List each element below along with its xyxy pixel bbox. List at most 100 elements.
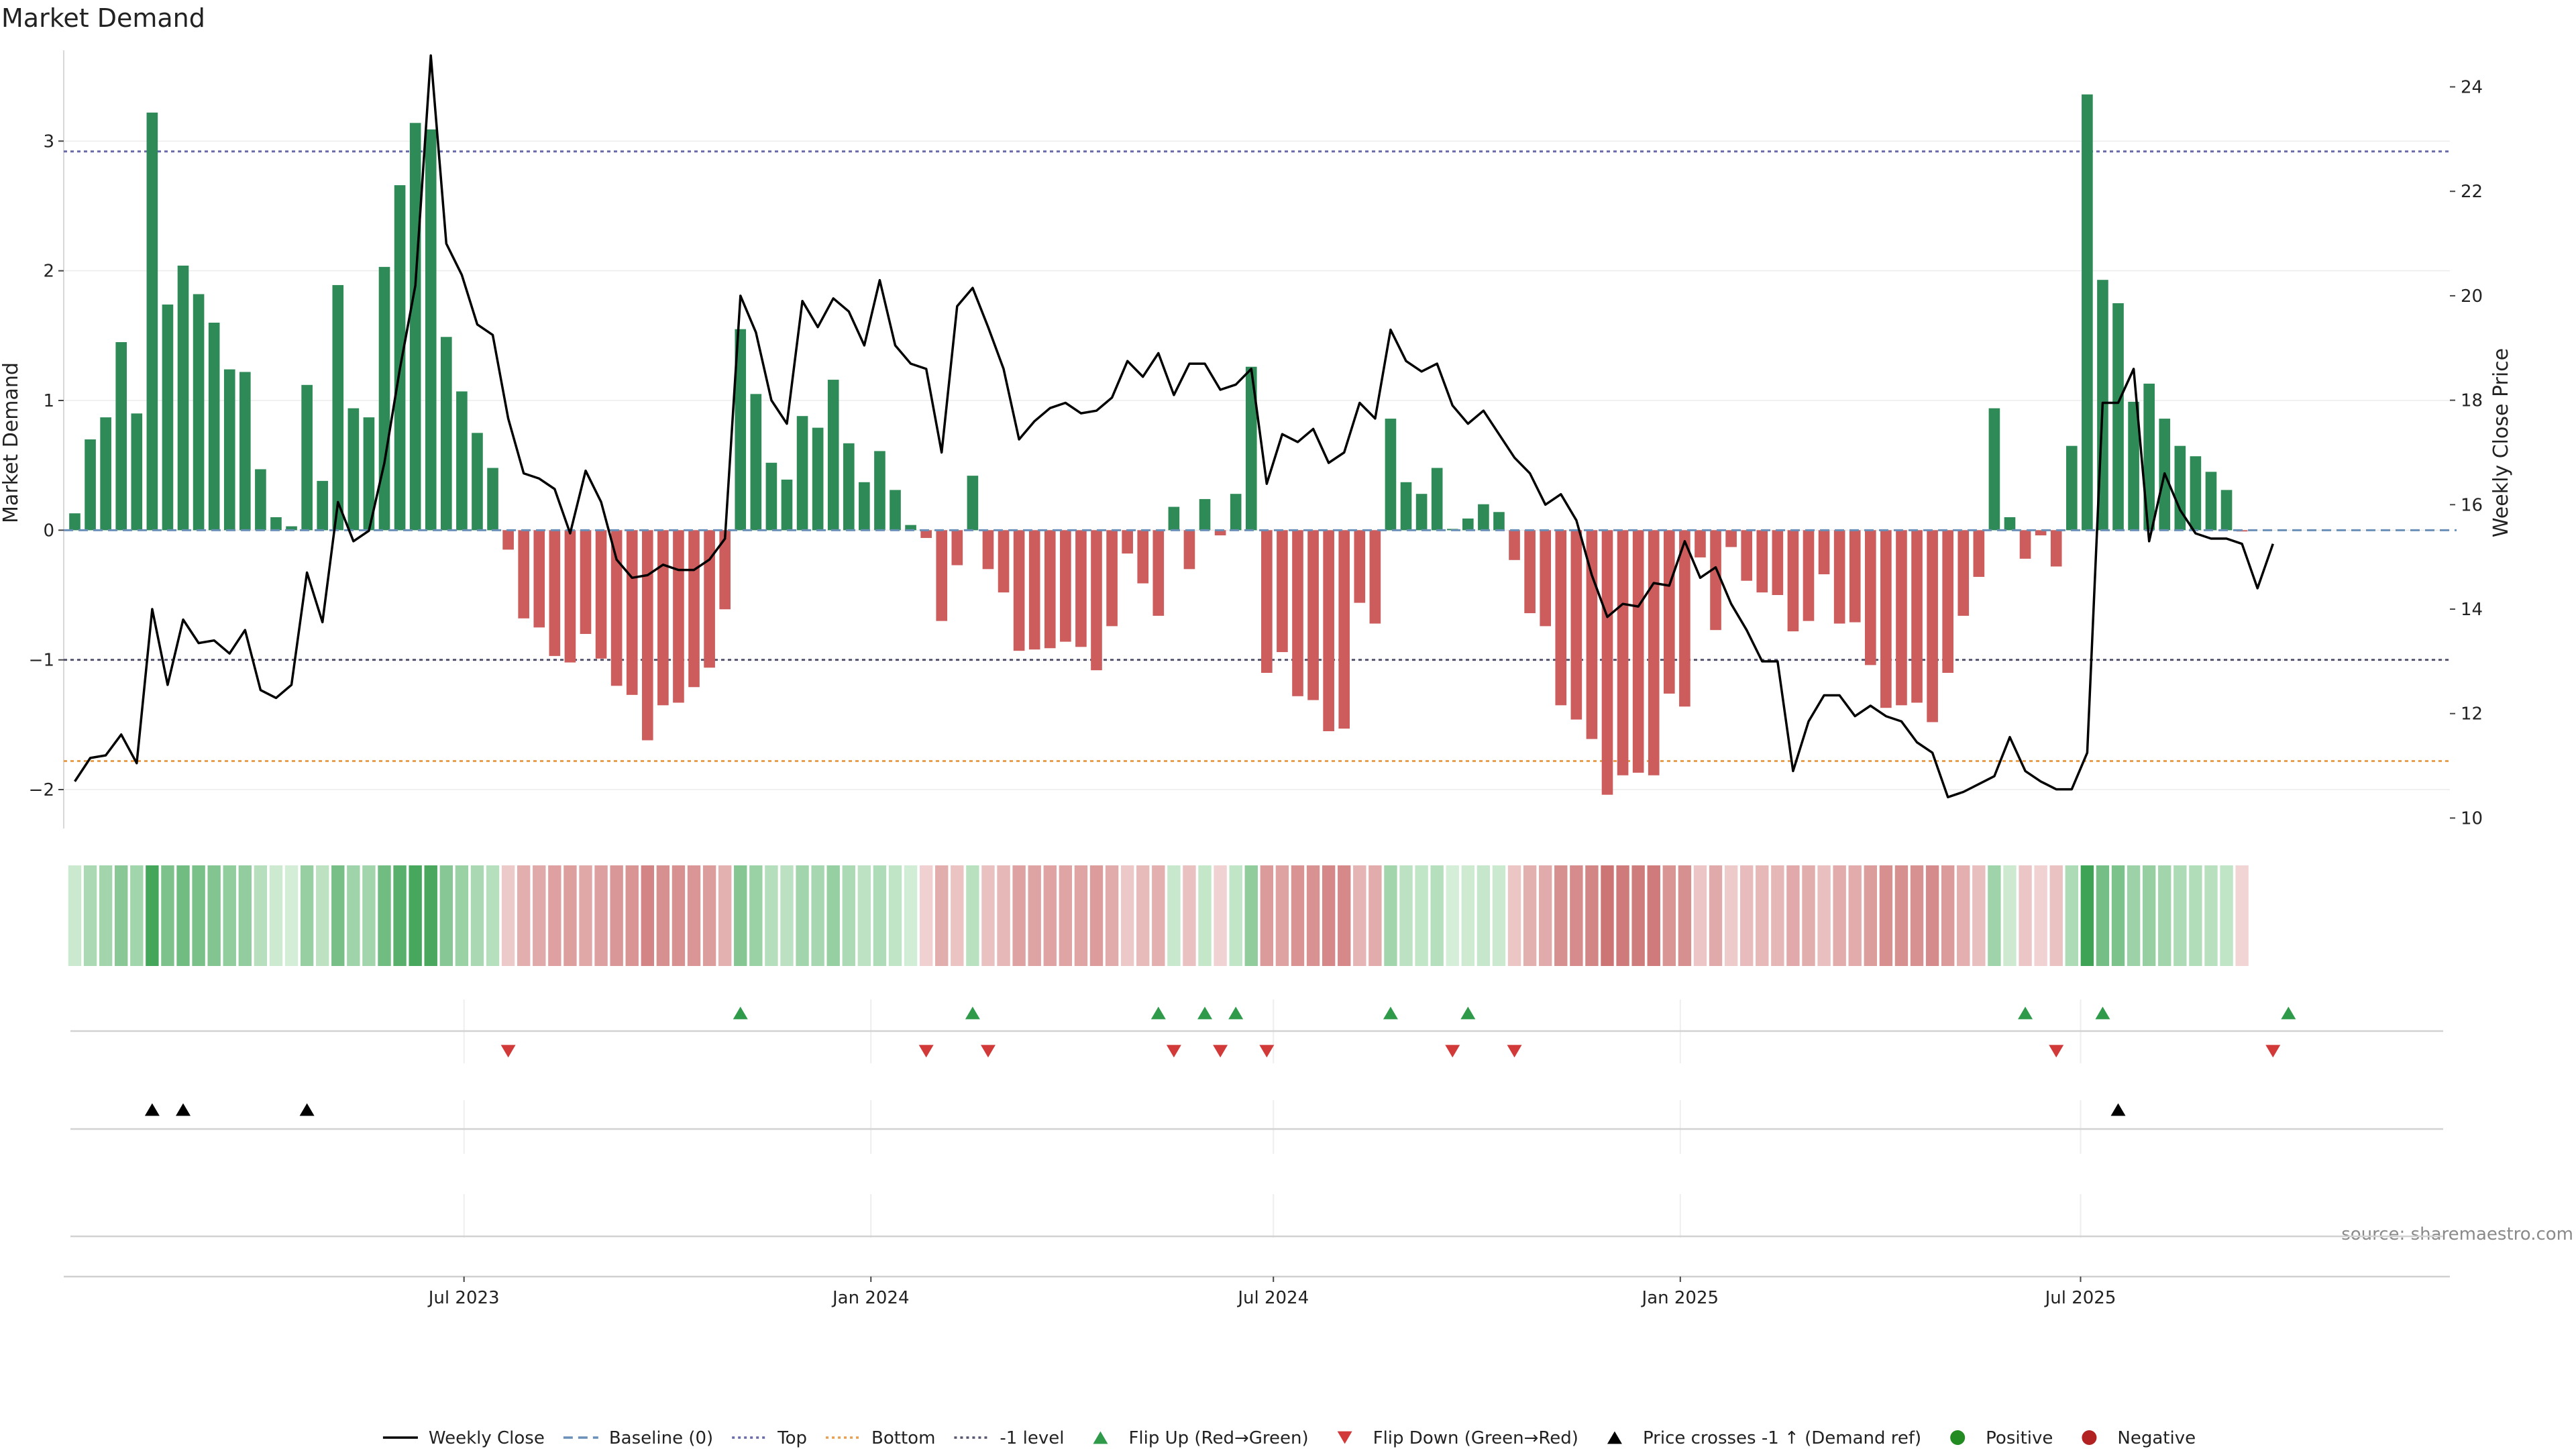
heat-cell (2158, 865, 2171, 966)
heat-cell (486, 865, 500, 966)
demand-bar (1957, 530, 1970, 616)
heat-cell (548, 865, 561, 966)
flip-up-marker (733, 1006, 748, 1020)
legend-item: Top (732, 1428, 807, 1448)
demand-bar (2174, 445, 2186, 531)
demand-bar (781, 479, 793, 531)
demand-bar (580, 530, 592, 634)
demand-bar (673, 530, 684, 703)
demand-bar (1509, 530, 1520, 560)
demand-bar (1091, 530, 1102, 671)
heat-cell (1631, 865, 1645, 966)
demand-bar (827, 380, 839, 531)
heat-cell (734, 865, 747, 966)
heat-cell (2220, 865, 2233, 966)
flip-up-marker (1460, 1006, 1476, 1020)
heat-cell (378, 865, 391, 966)
demand-bar (1415, 494, 1428, 531)
heat-cell (99, 865, 113, 966)
heat-cell (1384, 865, 1397, 966)
demand-bar (859, 482, 870, 531)
heat-cell (1120, 865, 1134, 966)
heat-cell (1275, 865, 1289, 966)
demand-bar (905, 525, 916, 531)
heat-cell (2189, 865, 2202, 966)
flip-down-marker (918, 1044, 934, 1058)
demand-bar (378, 266, 390, 531)
demand-bar (1060, 530, 1071, 642)
legend-symbol (1607, 1431, 1622, 1444)
heat-cell (1291, 865, 1305, 966)
demand-bar (1927, 530, 1938, 722)
heat-cell (1972, 865, 1986, 966)
heat-cell (702, 865, 716, 966)
heat-cell (146, 865, 159, 966)
demand-bar (146, 112, 158, 531)
flip-down-marker (980, 1044, 996, 1058)
heat-cell (2049, 865, 2063, 966)
heat-cell (1786, 865, 1800, 966)
heat-cell (470, 865, 484, 966)
demand-bar (2190, 456, 2202, 531)
demand-bar (1880, 530, 1892, 708)
heat-cell (564, 865, 577, 966)
heat-cell (1848, 865, 1862, 966)
heat-cell (130, 865, 144, 966)
heat-cell (1136, 865, 1150, 966)
demand-bar (69, 513, 80, 531)
heat-cell (1833, 865, 1846, 966)
heat-cell (1368, 865, 1382, 966)
heat-cell (2034, 865, 2047, 966)
demand-bar (1493, 512, 1505, 531)
demand-bar (1183, 530, 1195, 570)
heat-cell (1152, 865, 1165, 966)
demand-bar (1833, 530, 1845, 624)
demand-bar (1756, 530, 1768, 593)
heat-cell (439, 865, 453, 966)
heat-cell (176, 865, 190, 966)
demand-bar (1307, 530, 1319, 700)
heat-cell (238, 865, 252, 966)
heat-cell (2080, 865, 2094, 966)
demand-bar (998, 530, 1010, 593)
heat-cell (1507, 865, 1521, 966)
y-tick-label: 0 (43, 521, 54, 541)
demand-bar (641, 530, 653, 741)
heat-cell (1802, 865, 1815, 966)
heat-cell (1214, 865, 1227, 966)
heat-cell (2111, 865, 2125, 966)
heat-cell (2003, 865, 2017, 966)
heat-cell (1446, 865, 1459, 966)
heat-cell (331, 865, 345, 966)
demand-bar (1400, 482, 1412, 531)
heat-cell (610, 865, 623, 966)
demand-bar (85, 439, 96, 531)
demand-bar (347, 408, 360, 531)
demand-bar (796, 416, 808, 531)
y2-axis-label: Weekly Close Price (2489, 348, 2513, 537)
demand-bar (193, 294, 205, 531)
y-tick-label: −2 (29, 780, 54, 800)
heat-cell (1957, 865, 1970, 966)
heat-cell (1647, 865, 1660, 966)
legend-label: Price crosses -1 ↑ (Demand ref) (1643, 1428, 1921, 1448)
flip-down-marker (2265, 1044, 2281, 1058)
demand-bar (1648, 530, 1660, 775)
heat-cell (1306, 865, 1320, 966)
demand-bar (301, 384, 313, 531)
heat-cell (2096, 865, 2110, 966)
heat-cell (1693, 865, 1707, 966)
heat-cell (811, 865, 824, 966)
heat-cell (2204, 865, 2218, 966)
y2-tick-label: 12 (2461, 704, 2483, 724)
heat-cell (362, 865, 376, 966)
demand-bar (332, 284, 344, 531)
y2-tick-label: 22 (2461, 182, 2483, 202)
legend-label: Weekly Close (429, 1428, 545, 1448)
demand-bar (704, 530, 715, 668)
heat-cell (300, 865, 314, 966)
heat-cell (424, 865, 437, 966)
demand-bar (1478, 504, 1489, 531)
flip-down-marker (1259, 1044, 1275, 1058)
heat-cell (687, 865, 701, 966)
